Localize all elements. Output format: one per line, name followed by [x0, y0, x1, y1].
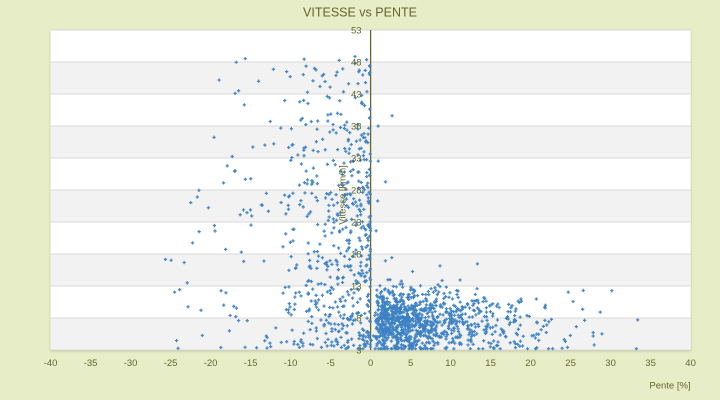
svg-text:33: 33 — [351, 153, 362, 164]
svg-text:-35: -35 — [84, 358, 98, 369]
svg-text:8: 8 — [356, 313, 361, 324]
svg-text:-30: -30 — [124, 358, 138, 369]
svg-text:20: 20 — [525, 358, 536, 369]
svg-text:35: 35 — [645, 358, 656, 369]
svg-text:53: 53 — [351, 25, 362, 36]
svg-text:-10: -10 — [284, 358, 298, 369]
svg-text:VITESSE vs PENTE: VITESSE vs PENTE — [303, 6, 417, 20]
svg-text:3: 3 — [356, 345, 361, 356]
svg-text:13: 13 — [351, 281, 362, 292]
svg-text:-5: -5 — [326, 358, 334, 369]
svg-text:40: 40 — [685, 358, 696, 369]
svg-text:-40: -40 — [44, 358, 58, 369]
svg-text:-20: -20 — [204, 358, 218, 369]
svg-text:5: 5 — [408, 358, 413, 369]
svg-text:30: 30 — [605, 358, 616, 369]
svg-text:Vitesse [km/h]: Vitesse [km/h] — [338, 165, 349, 225]
svg-text:23: 23 — [351, 217, 362, 228]
svg-text:38: 38 — [351, 121, 362, 132]
svg-text:-15: -15 — [244, 358, 258, 369]
svg-text:10: 10 — [445, 358, 456, 369]
svg-text:28: 28 — [351, 185, 362, 196]
svg-text:Pente [%]: Pente [%] — [649, 381, 690, 392]
svg-text:43: 43 — [351, 89, 362, 100]
svg-text:-25: -25 — [164, 358, 178, 369]
svg-text:25: 25 — [565, 358, 576, 369]
svg-text:48: 48 — [351, 57, 362, 68]
svg-text:15: 15 — [485, 358, 496, 369]
svg-text:18: 18 — [351, 249, 362, 260]
svg-text:0: 0 — [368, 358, 373, 369]
